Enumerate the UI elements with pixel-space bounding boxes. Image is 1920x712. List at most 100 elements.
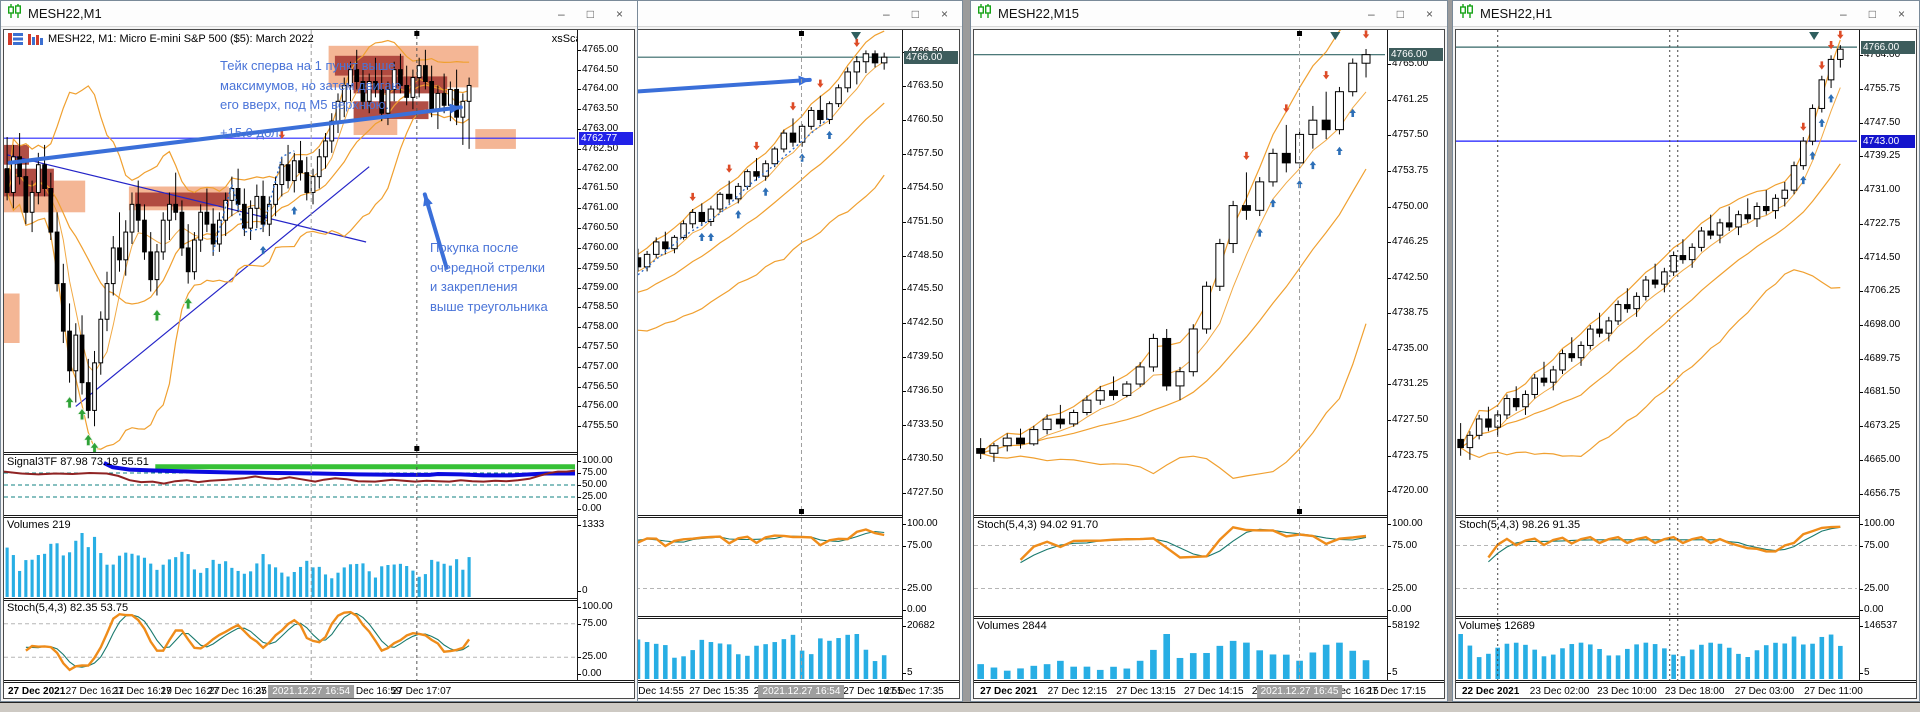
- window-titlebar[interactable]: MESH22,H1 – □ ×: [1453, 1, 1919, 27]
- stoch-indicator-panel[interactable]: Stoch(5,4,3) 94.02 91.70: [974, 518, 1444, 616]
- stoch-indicator-panel[interactable]: Stoch(5,4,3) 82.35 53.75: [4, 601, 634, 680]
- indicator-scale-label: 100.00: [1388, 518, 1423, 529]
- close-button[interactable]: ×: [1425, 6, 1433, 21]
- price-scale[interactable]: 4720.00 4723.75 4727.50 4731.25 4735.00 4738.…: [1387, 30, 1444, 680]
- minimize-button[interactable]: –: [1368, 6, 1375, 21]
- price-tick-label: 4739.25: [1859, 150, 1901, 162]
- indicator-label: Stoch(5,4,3) 82.35 53.75: [7, 602, 129, 614]
- stoch-indicator-panel[interactable]: Stoch(5,4,3) 98.26 91.35: [1456, 518, 1916, 616]
- volumes-indicator-canvas[interactable]: [974, 619, 1385, 680]
- time-axis-label: 27 Dec 16:19: [112, 686, 172, 697]
- time-axis[interactable]: 22 Dec 2021 23 Dec 02:00 23 Dec 10:00 23 De…: [1456, 683, 1916, 698]
- price-chart-canvas[interactable]: [4, 30, 575, 452]
- price-tick-label: 4673.25: [1859, 420, 1901, 432]
- price-scale[interactable]: 4755.50 4756.00 4756.50 4757.00 4757.50 4758.…: [577, 30, 634, 680]
- time-axis[interactable]: 27 Dec 2021 27 Dec 12:15 27 Dec 13:15 27 De…: [974, 683, 1444, 698]
- time-axis[interactable]: 27 Dec 2021 27 Dec 16:11 27 Dec 16:19 27 De…: [4, 683, 634, 698]
- price-tick-label: 4764.00: [577, 83, 619, 95]
- indicator-scale-label: 25.00: [577, 491, 608, 502]
- crosshair-time-tooltip: 2021.12.27 16:54: [758, 685, 845, 698]
- price-tick-label: 4736.50: [902, 385, 944, 397]
- signal-indicator-canvas[interactable]: [4, 455, 575, 515]
- price-tick-label: 4746.25: [1387, 236, 1429, 248]
- volume-scale-min: 5: [1860, 667, 1870, 678]
- stoch-indicator-canvas[interactable]: [4, 601, 575, 680]
- chart-header: MESH22, M1: Micro E-mini S&P 500 ($5): M…: [8, 33, 314, 45]
- volumes-indicator-canvas[interactable]: [1456, 619, 1857, 680]
- panel-divider: [524, 680, 959, 683]
- close-button[interactable]: ×: [615, 6, 623, 21]
- minimize-button[interactable]: –: [883, 6, 890, 21]
- minimize-button[interactable]: –: [558, 6, 565, 21]
- window-title: MESH22,M15: [998, 6, 1079, 21]
- price-tick-label: 4760.50: [577, 222, 619, 234]
- panel-divider: [1456, 680, 1916, 683]
- price-scale[interactable]: 4656.75 4665.00 4673.25 4681.50 4689.75 4698.…: [1859, 30, 1916, 680]
- price-tick-label: 4757.50: [577, 340, 619, 352]
- minimize-button[interactable]: –: [1840, 6, 1847, 21]
- main-price-panel[interactable]: [974, 30, 1444, 515]
- chart-window-m15[interactable]: MESH22,M15 – □ × Stoch(5,4,3) 94.02 91.7…: [970, 0, 1448, 702]
- price-tick-label: 4755.75: [1859, 83, 1901, 95]
- volumes-indicator-panel[interactable]: Volumes 219: [4, 518, 634, 598]
- price-tick-label: 4750.00: [1387, 200, 1429, 212]
- maximize-button[interactable]: □: [586, 6, 594, 21]
- chart-area[interactable]: Тейк сперва на 1 пункт выше максимумов, н…: [3, 29, 635, 699]
- maximize-button[interactable]: □: [1868, 6, 1876, 21]
- maximize-button[interactable]: □: [1396, 6, 1404, 21]
- crosshair-time-tooltip: 2021.12.27 16:45: [1256, 685, 1343, 698]
- maximize-button[interactable]: □: [911, 6, 919, 21]
- time-axis-label: 27 Dec 15:35: [689, 686, 749, 697]
- window-titlebar[interactable]: MESH22,M15 – □ ×: [971, 1, 1447, 27]
- quotes-list-icon[interactable]: [8, 33, 23, 45]
- panel-divider: [1456, 616, 1916, 619]
- chart-bars-icon[interactable]: [28, 33, 43, 45]
- panel-divider: [524, 515, 959, 518]
- price-tick-label: 4761.00: [577, 202, 619, 214]
- panel-divider: [4, 680, 634, 683]
- volumes-indicator-canvas[interactable]: [4, 518, 575, 598]
- close-button[interactable]: ×: [1897, 6, 1905, 21]
- panel-divider: [524, 616, 959, 619]
- price-tick-label: 4727.50: [902, 487, 944, 499]
- price-tick-label: 4765.00: [1387, 58, 1429, 70]
- price-tick-label: 4681.50: [1859, 386, 1901, 398]
- price-tick-label: 4765.00: [577, 43, 619, 55]
- chart-window-h1[interactable]: MESH22,H1 – □ × Stoch(5,4,3) 98.26 91.35…: [1452, 0, 1920, 702]
- price-chart-canvas[interactable]: [1456, 30, 1857, 515]
- time-axis-label: 27 Dec 12:15: [1047, 686, 1108, 697]
- panel-divider: [974, 616, 1444, 619]
- price-scale[interactable]: 4727.50 4730.50 4733.50 4736.50 4739.50 4742.…: [902, 30, 959, 680]
- price-tick-label: 4759.00: [577, 281, 619, 293]
- indicator-scale-label: 75.00: [1859, 539, 1890, 551]
- indicator-scale-label: 25.00: [902, 582, 933, 594]
- price-tick-label: 4735.00: [1387, 342, 1429, 354]
- price-tick-label: 4763.00: [577, 123, 619, 135]
- chart-area[interactable]: Stoch(5,4,3) 98.26 91.35 Volumes 12689 22 …: [1455, 29, 1917, 699]
- time-axis-label: 27 Dec 03:00: [1734, 686, 1795, 697]
- price-tick-label: 4758.50: [577, 301, 619, 313]
- signal-indicator-panel[interactable]: Signal3TF 87.98 73.19 55.51: [4, 455, 634, 515]
- price-tick-label: 4764.00: [1859, 49, 1901, 61]
- price-tick-label: 4738.75: [1387, 307, 1429, 319]
- stoch-indicator-canvas[interactable]: [1456, 518, 1857, 616]
- indicator-scale-label: 0.00: [577, 503, 602, 514]
- stoch-indicator-canvas[interactable]: [974, 518, 1385, 616]
- indicator-label: Volumes 219: [7, 519, 71, 531]
- time-axis-label: 27 Dec 14:55: [624, 686, 684, 697]
- chart-area[interactable]: Stoch(5,4,3) 94.02 91.70 Volumes 2844 27 D…: [973, 29, 1445, 699]
- indicator-scale-label: 25.00: [1859, 582, 1890, 594]
- volumes-indicator-panel[interactable]: Volumes 2844: [974, 619, 1444, 680]
- chart-window-m1[interactable]: MESH22,M1 – □ × Тейк сперва на 1 пункт в…: [0, 0, 638, 702]
- candlestick-window-icon: [7, 4, 22, 23]
- main-price-panel[interactable]: [1456, 30, 1916, 515]
- panel-divider: [4, 452, 634, 455]
- window-titlebar[interactable]: MESH22,M1 – □ ×: [1, 1, 637, 27]
- time-axis-label: 27 Dec 16:59: [342, 686, 402, 697]
- volumes-indicator-panel[interactable]: Volumes 12689: [1456, 619, 1916, 680]
- main-price-panel[interactable]: Тейк сперва на 1 пункт выше максимумов, н…: [4, 30, 634, 452]
- price-tick-label: 4762.00: [577, 162, 619, 174]
- price-tick-label: 4756.50: [577, 380, 619, 392]
- close-button[interactable]: ×: [940, 6, 948, 21]
- price-chart-canvas[interactable]: [974, 30, 1385, 515]
